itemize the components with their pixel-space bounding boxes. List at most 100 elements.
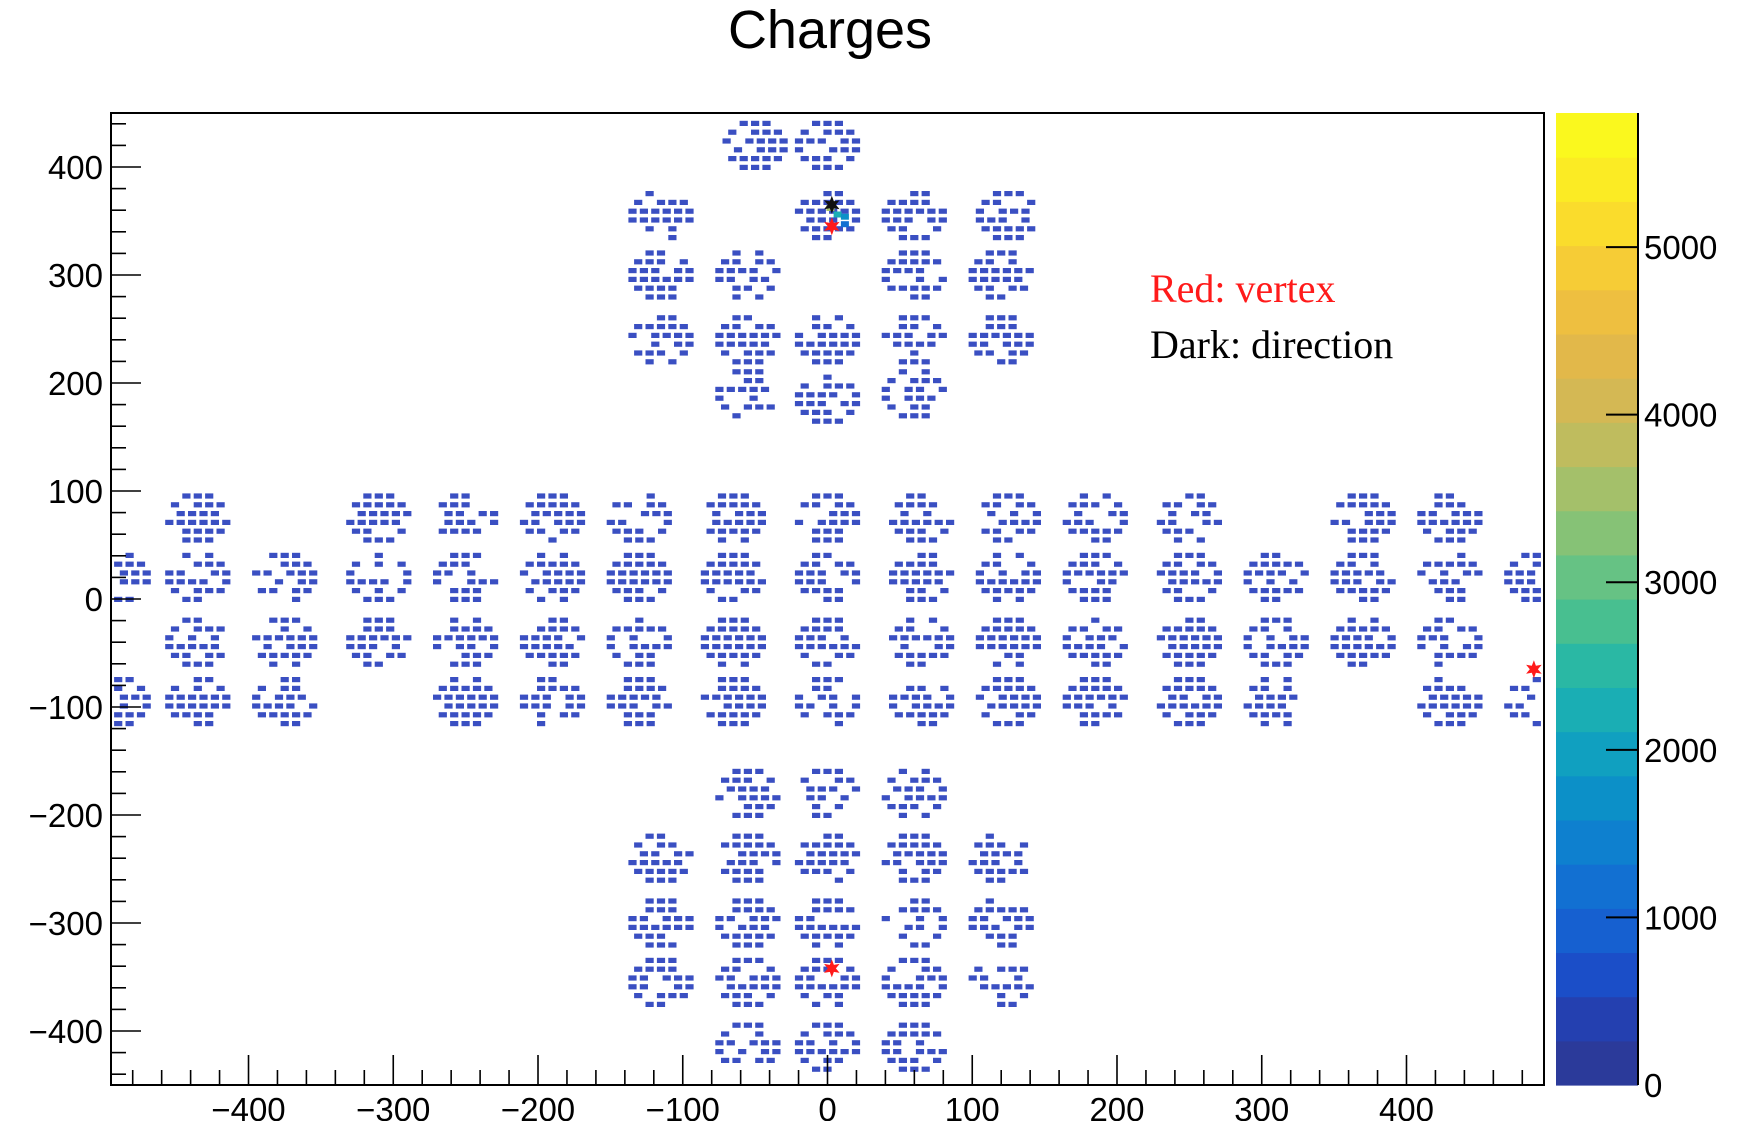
- charge-pixel: [968, 276, 977, 282]
- charge-pixel: [823, 626, 832, 632]
- charge-pixel: [1341, 579, 1351, 585]
- charge-pixel: [1021, 217, 1030, 223]
- charge-pixel: [823, 596, 832, 602]
- charge-pixel: [823, 418, 832, 424]
- charge-pixel: [746, 519, 755, 525]
- charge-pixel: [910, 378, 919, 384]
- charge-pixel: [921, 768, 930, 774]
- charge-pixel: [800, 712, 809, 718]
- charge-pixel: [794, 147, 804, 153]
- charge-pixel: [1014, 860, 1023, 866]
- charge-pixel: [1091, 588, 1100, 594]
- charge-pixel: [934, 519, 943, 525]
- charge-pixel: [910, 191, 919, 197]
- pmt-module: [628, 191, 694, 241]
- charge-pixel: [823, 552, 832, 558]
- charge-pixel: [794, 570, 804, 576]
- charge-pixel: [740, 712, 749, 718]
- charge-pixel: [222, 703, 231, 709]
- charge-pixel: [1451, 511, 1460, 517]
- charge-pixel: [216, 528, 225, 534]
- charge-pixel: [806, 570, 815, 576]
- charge-pixel: [762, 164, 771, 170]
- charge-pixel: [351, 528, 361, 534]
- charge-pixel: [1202, 635, 1211, 641]
- charge-pixel: [1364, 519, 1373, 525]
- charge-pixel: [906, 588, 915, 594]
- charge-pixel: [1021, 703, 1030, 709]
- charge-pixel: [1272, 661, 1281, 667]
- charge-pixel: [1289, 694, 1298, 700]
- pmt-module: [715, 315, 781, 365]
- charge-pixel: [1266, 694, 1275, 700]
- charge-pixel: [182, 528, 191, 534]
- charge-pixel: [222, 579, 231, 585]
- charge-pixel: [1004, 226, 1013, 232]
- pmt-module: [438, 493, 499, 534]
- charge-pixel: [193, 528, 202, 534]
- charge-pixel: [834, 721, 843, 727]
- charge-pixel: [623, 588, 632, 594]
- charge-pixel: [645, 898, 654, 904]
- charge-pixel: [806, 138, 815, 144]
- charge-pixel: [735, 635, 744, 641]
- charge-pixel: [645, 942, 654, 948]
- charge-pixel: [634, 350, 643, 356]
- charge-pixel: [834, 777, 843, 783]
- charge-pixel: [738, 332, 747, 338]
- charge-pixel: [1062, 644, 1071, 650]
- charge-pixel: [674, 975, 683, 981]
- charge-pixel: [386, 493, 395, 499]
- charge-pixel: [292, 661, 301, 667]
- charge-pixel: [823, 191, 832, 197]
- charge-pixel: [806, 975, 815, 981]
- charge-pixel: [910, 404, 919, 410]
- charge-pixel: [779, 147, 788, 153]
- charge-pixel: [1300, 570, 1309, 576]
- charge-pixel: [391, 635, 400, 641]
- charge-pixel: [917, 561, 926, 567]
- charge-pixel: [921, 250, 930, 256]
- charge-pixel: [998, 579, 1007, 585]
- charge-pixel: [363, 493, 372, 499]
- charge-pixel: [893, 860, 902, 866]
- charge-pixel: [732, 942, 741, 948]
- charge-pixel: [846, 199, 855, 205]
- charge-pixel: [623, 677, 632, 683]
- charge-pixel: [1243, 644, 1252, 650]
- charge-pixel: [1428, 519, 1437, 525]
- charge-pixel: [1196, 493, 1205, 499]
- charge-pixel: [639, 217, 648, 223]
- charge-pixel: [656, 842, 666, 848]
- charge-pixel: [1114, 561, 1123, 567]
- charge-pixel: [1260, 652, 1269, 658]
- charge-pixel: [756, 138, 765, 144]
- charge-pixel: [490, 703, 499, 709]
- charge-pixel: [729, 712, 738, 718]
- charge-pixel: [1213, 579, 1222, 585]
- pmt-module: [794, 374, 861, 424]
- charge-pixel: [668, 324, 677, 330]
- charge-pixel: [746, 644, 755, 650]
- charge-pixel: [981, 199, 990, 205]
- pmt-module: [1156, 493, 1222, 543]
- pmt-module: [968, 966, 1034, 1007]
- charge-pixel: [1289, 579, 1298, 585]
- pmt-module: [628, 833, 694, 883]
- charge-pixel: [559, 588, 568, 594]
- charge-pixel: [374, 502, 383, 508]
- charge-pixel: [732, 359, 741, 365]
- charge-pixel: [467, 694, 476, 700]
- charge-pixel: [755, 378, 764, 384]
- charge-pixel: [1515, 579, 1524, 585]
- charge-pixel: [606, 579, 615, 585]
- charge-pixel: [1032, 644, 1041, 650]
- charge-pixel: [898, 812, 907, 818]
- charge-pixel: [554, 570, 563, 576]
- charge-pixel: [992, 721, 1002, 727]
- charge-pixel: [706, 652, 715, 658]
- charge-pixel: [881, 268, 890, 274]
- charge-pixel: [743, 350, 752, 356]
- charge-pixel: [635, 685, 644, 691]
- charge-pixel: [910, 777, 919, 783]
